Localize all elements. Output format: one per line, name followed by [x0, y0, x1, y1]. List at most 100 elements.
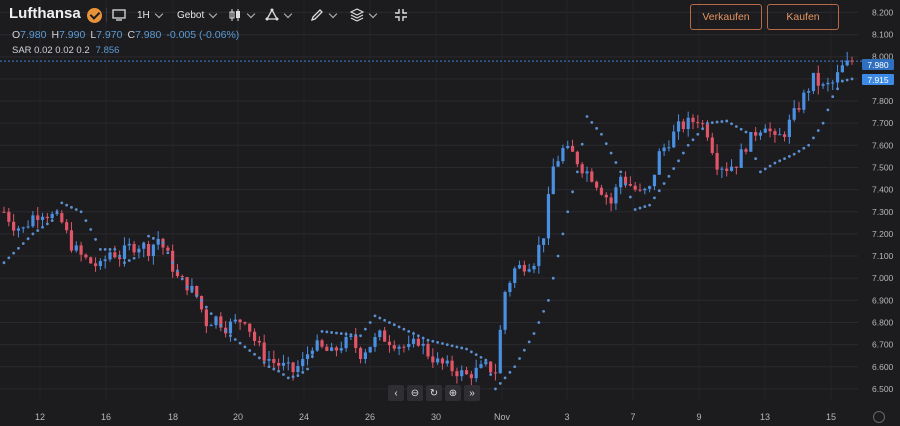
candle-body [744, 149, 748, 152]
candle [199, 295, 204, 313]
bar-type-icon[interactable] [112, 5, 126, 25]
verified-badge-icon[interactable] [87, 5, 102, 25]
sar-dot [118, 254, 122, 258]
candle-body [556, 161, 560, 167]
candle-body [392, 345, 396, 349]
candle [619, 174, 623, 195]
candle [725, 162, 729, 177]
sar-dot [41, 225, 44, 229]
sar-dot [402, 327, 406, 331]
sell-button[interactable]: Verkaufen [690, 4, 762, 30]
candle-body [89, 257, 93, 264]
sar-dot [200, 298, 203, 302]
candle [797, 102, 801, 113]
sar-dot [166, 251, 170, 255]
candle-body [171, 250, 175, 272]
sar-dot [431, 339, 435, 343]
candle [778, 128, 782, 136]
candle-body [296, 366, 300, 373]
candle [378, 329, 382, 341]
candle-body [532, 265, 536, 270]
y-tick-label: 6.600 [872, 362, 894, 372]
candle-body [118, 257, 122, 260]
candle-body [219, 316, 223, 328]
sar-dot [537, 321, 541, 324]
sar-dot [547, 298, 550, 302]
candle [556, 155, 560, 168]
x-tick-label: 9 [696, 412, 701, 422]
zoom-out-icon[interactable]: ⊖ [407, 385, 423, 401]
sar-dot [176, 269, 179, 273]
price-type-select[interactable]: Gebot [177, 5, 218, 25]
candle [214, 315, 218, 329]
sar-dot [113, 248, 117, 251]
y-tick-label: 7.300 [872, 207, 894, 217]
candle-body [257, 341, 261, 343]
draw-tools-button[interactable] [310, 5, 338, 25]
chart-type-select[interactable] [228, 5, 256, 25]
candle-body [696, 122, 700, 124]
settings-icon[interactable] [873, 411, 885, 423]
interval-select[interactable]: 1H [137, 5, 164, 25]
candle [599, 184, 604, 196]
candle [566, 140, 570, 150]
sar-dot [749, 143, 753, 147]
candle-body [233, 319, 237, 322]
candle [532, 263, 536, 274]
sar-dot [600, 132, 603, 136]
candle-body [151, 244, 155, 256]
open-label: O [12, 29, 21, 41]
candle-body [93, 263, 98, 267]
chevron-left-icon[interactable]: ‹ [388, 385, 404, 401]
sar-dot [320, 329, 324, 333]
sar-dot [701, 127, 705, 131]
candle-body [599, 187, 604, 195]
sar-dot [614, 161, 618, 164]
candle-body [667, 147, 671, 149]
candle-body [426, 343, 430, 357]
candle-body [474, 367, 478, 379]
candle-body [40, 216, 45, 220]
low-label: L [90, 29, 97, 41]
candle-body [50, 213, 54, 219]
candle-body [643, 188, 647, 191]
candle [272, 350, 276, 371]
sar-dot [532, 332, 536, 335]
sar-dot [12, 251, 16, 255]
sar-dot [638, 206, 642, 210]
chevron-down-icon [209, 9, 218, 18]
sar-dot [797, 149, 801, 153]
reset-icon[interactable]: ↻ [426, 385, 442, 401]
candle-body [108, 252, 112, 260]
sar-dot [147, 234, 150, 238]
time-axis: 12 16 18 20 24 26 30 Nov 3 7 9 13 15 [35, 412, 836, 422]
candle-body [489, 361, 493, 373]
candle [715, 144, 719, 176]
layers-button[interactable] [350, 5, 378, 25]
candle [628, 176, 632, 187]
candle [127, 238, 131, 251]
y-tick-label: 7.100 [872, 251, 894, 261]
y-tick-label: 7.800 [872, 96, 894, 106]
sar-dot [65, 203, 69, 207]
sar-legend[interactable]: SAR 0.02 0.02 0.2 7.856 [12, 45, 119, 56]
fullscreen-icon[interactable] [394, 5, 408, 25]
sar-price-tag: 7.915 [862, 74, 894, 85]
zoom-in-icon[interactable]: ⊕ [445, 385, 461, 401]
layers-icon [350, 8, 364, 22]
candle [36, 207, 40, 229]
candle-body [604, 194, 608, 198]
go-to-end-icon[interactable]: » [464, 385, 480, 401]
buy-button[interactable]: Kaufen [767, 4, 839, 30]
candle-body [277, 362, 281, 366]
sar-dot [368, 321, 372, 324]
candle [744, 147, 748, 155]
sar-dot [657, 189, 661, 193]
candle-body [464, 370, 469, 375]
sar-dot [677, 159, 680, 163]
sar-dot [436, 341, 440, 344]
candle [498, 325, 502, 374]
x-tick-label: 20 [233, 412, 243, 422]
indicators-button[interactable] [265, 5, 293, 25]
